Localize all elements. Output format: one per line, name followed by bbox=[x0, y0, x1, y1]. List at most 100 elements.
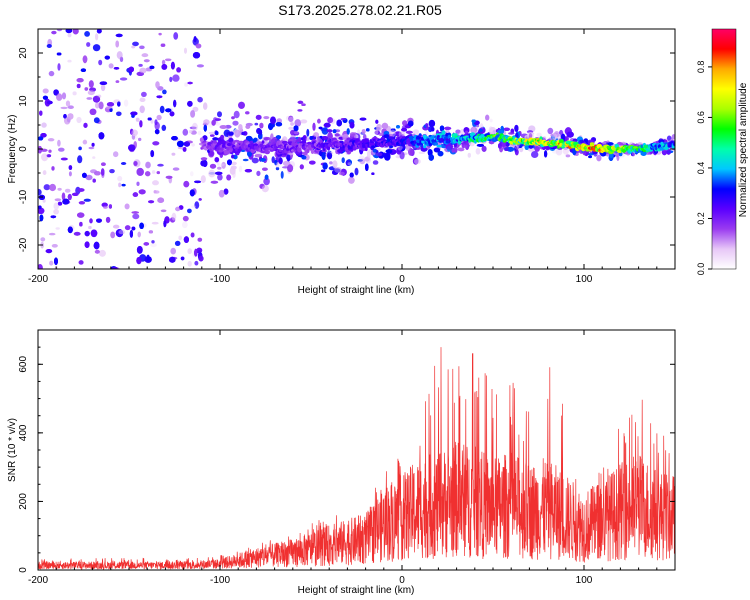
heatmap-cell bbox=[233, 128, 239, 135]
heatmap-cell bbox=[231, 161, 237, 166]
heatmap-ridge-cell bbox=[408, 143, 412, 147]
heatmap-cell bbox=[470, 126, 477, 134]
x-tick-label: -100 bbox=[210, 274, 230, 285]
heatmap-cell bbox=[242, 158, 249, 162]
heatmap-cell bbox=[197, 130, 202, 136]
heatmap-cell bbox=[534, 146, 540, 152]
heatmap-cell bbox=[148, 200, 155, 204]
heatmap-cell bbox=[430, 126, 435, 132]
heatmap-cell bbox=[88, 146, 95, 150]
heatmap-cell bbox=[67, 59, 72, 63]
figure-title: S173.2025.278.02.21.R05 bbox=[278, 2, 442, 18]
heatmap-cell bbox=[203, 102, 208, 110]
heatmap-cell bbox=[154, 121, 160, 130]
heatmap-cell bbox=[187, 248, 192, 255]
heatmap-cell bbox=[287, 152, 295, 156]
heatmap-cell bbox=[95, 33, 99, 41]
heatmap-cell bbox=[230, 165, 237, 170]
heatmap-cell bbox=[217, 174, 223, 181]
heatmap-cell bbox=[151, 221, 159, 225]
heatmap-cell bbox=[109, 169, 115, 174]
heatmap-cell bbox=[118, 229, 126, 235]
heatmap-cell bbox=[565, 154, 571, 158]
heatmap-ridge-cell bbox=[380, 137, 384, 141]
heatmap-cell bbox=[451, 148, 455, 153]
heatmap-cell bbox=[57, 187, 62, 191]
heatmap-cell bbox=[439, 125, 445, 131]
heatmap-cell bbox=[258, 129, 263, 136]
heatmap-cell bbox=[191, 143, 195, 147]
heatmap-cell bbox=[184, 82, 189, 87]
heatmap-cell bbox=[396, 125, 400, 129]
heatmap-cell bbox=[151, 170, 156, 174]
heatmap-cell bbox=[218, 189, 225, 198]
heatmap-cell bbox=[154, 190, 160, 194]
heatmap-cell bbox=[119, 56, 124, 62]
heatmap-cell bbox=[376, 123, 382, 132]
heatmap-cell bbox=[275, 167, 280, 171]
heatmap-cell bbox=[217, 111, 222, 118]
colorbar-ticks: 0.0 0.2 0.4 0.6 0.8 bbox=[696, 61, 712, 275]
heatmap-cell bbox=[136, 246, 143, 254]
heatmap-cell bbox=[465, 130, 469, 134]
heatmap-cell bbox=[115, 40, 119, 48]
heatmap-cell bbox=[349, 121, 355, 129]
heatmap-cell bbox=[232, 170, 236, 178]
heatmap-cell bbox=[120, 162, 127, 165]
heatmap-cell bbox=[300, 119, 308, 124]
heatmap-cell bbox=[217, 166, 222, 170]
heatmap-cell bbox=[263, 177, 270, 186]
heatmap-cell bbox=[139, 97, 146, 103]
heatmap-cell bbox=[226, 174, 232, 181]
heatmap-cell bbox=[67, 113, 74, 120]
heatmap-cell bbox=[151, 221, 159, 225]
heatmap-cell bbox=[294, 119, 302, 127]
heatmap-cell bbox=[481, 145, 487, 152]
heatmap-ridge-cell bbox=[389, 145, 394, 149]
heatmap-cell bbox=[159, 105, 165, 114]
heatmap-cell bbox=[115, 33, 123, 38]
heatmap-cell bbox=[536, 132, 542, 137]
heatmap-cell bbox=[176, 67, 181, 73]
heatmap-cell bbox=[381, 122, 389, 130]
colorbar-tick-label: 0.4 bbox=[696, 162, 706, 175]
heatmap-cell bbox=[38, 205, 42, 210]
heatmap-cell bbox=[412, 129, 420, 135]
heatmap-cell bbox=[485, 114, 490, 121]
heatmap-cell bbox=[78, 260, 84, 265]
heatmap-cell bbox=[208, 131, 216, 135]
heatmap-cell bbox=[64, 188, 71, 193]
heatmap-cell bbox=[555, 133, 561, 139]
heatmap-cell bbox=[227, 159, 232, 166]
heatmap-cell bbox=[309, 136, 314, 140]
heatmap-cell bbox=[138, 189, 146, 195]
heatmap-cell bbox=[596, 154, 602, 162]
heatmap-cell bbox=[276, 118, 283, 124]
heatmap-cell bbox=[63, 114, 67, 119]
heatmap-cell bbox=[170, 247, 176, 255]
heatmap-cell bbox=[136, 257, 142, 265]
heatmap-cell bbox=[156, 114, 162, 121]
heatmap-cell bbox=[108, 63, 114, 69]
heatmap-cell bbox=[96, 218, 102, 223]
heatmap-cell bbox=[54, 198, 62, 202]
heatmap-cell bbox=[184, 47, 187, 54]
heatmap-cell bbox=[67, 226, 73, 234]
heatmap-cell bbox=[105, 216, 111, 223]
heatmap-cell bbox=[116, 51, 123, 60]
heatmap-cell bbox=[117, 101, 121, 107]
heatmap-cell bbox=[124, 203, 130, 210]
heatmap-cell bbox=[116, 111, 122, 117]
heatmap-cell bbox=[51, 30, 57, 35]
heatmap-cell bbox=[119, 77, 128, 81]
heatmap-cell bbox=[361, 129, 366, 134]
heatmap-cell bbox=[189, 129, 193, 134]
heatmap-cell bbox=[348, 176, 355, 184]
heatmap-cell bbox=[531, 151, 539, 158]
heatmap-ridge-cell bbox=[278, 149, 282, 153]
heatmap-cell bbox=[359, 132, 365, 135]
heatmap-cell bbox=[160, 209, 167, 213]
heatmap-cell bbox=[138, 63, 143, 67]
heatmap-cell bbox=[301, 103, 306, 106]
heatmap-cell bbox=[203, 119, 210, 125]
